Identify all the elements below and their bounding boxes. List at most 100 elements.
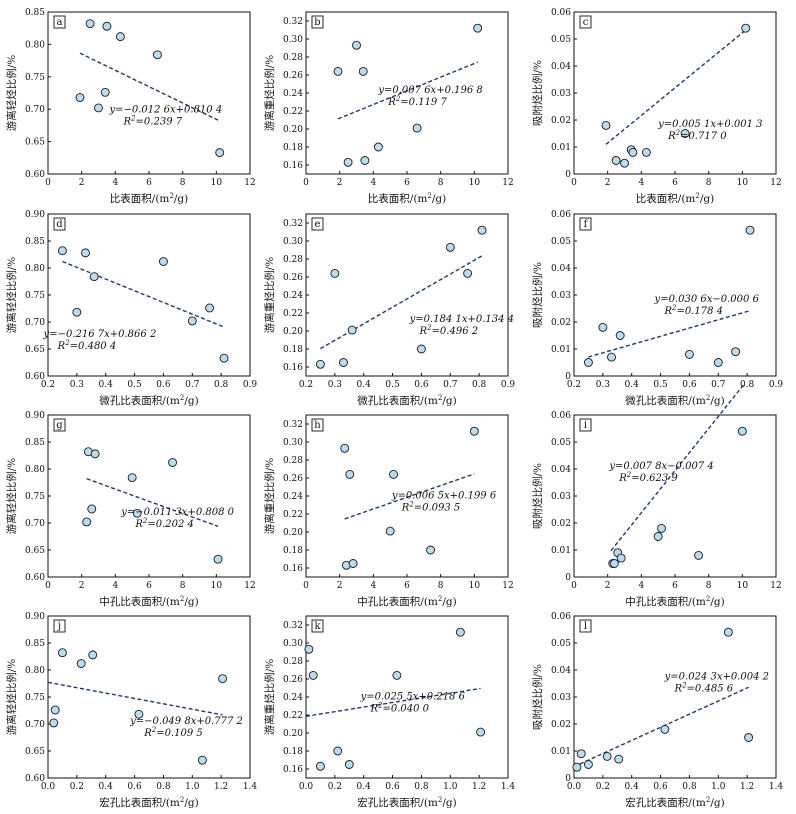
y-axis-label: 游离轻烃比例/%: [5, 55, 18, 132]
y-tick-label: 0.20: [283, 327, 303, 337]
r-squared: R2=0.040 0: [369, 702, 429, 715]
y-tick-label: 0.30: [283, 35, 303, 45]
y-tick-label: 0.65: [25, 345, 45, 355]
y-axis-label: 吸附烃比例/%: [531, 60, 544, 126]
y-tick-label: 0.22: [283, 309, 303, 319]
x-tick-label: 0.9: [501, 380, 516, 390]
y-tick-label: 0.28: [283, 53, 303, 63]
x-tick-label: 0.8: [740, 380, 755, 390]
y-tick-label: 0.60: [25, 573, 45, 583]
plot-frame: [305, 213, 509, 377]
data-point: [641, 147, 651, 157]
panel-letter: c: [583, 17, 589, 28]
data-point: [89, 272, 99, 282]
x-tick-label: 0.5: [127, 380, 142, 390]
chart-panel-a: 0 2 4 6 8 10 12 0.60 0.65 0.70 0.75 0.80 0.85 比表面积/(m…: [5, 8, 256, 205]
y-tick-label: 0.70: [25, 519, 45, 529]
x-tick-label: 0.5: [653, 380, 668, 390]
x-tick-label: 8: [180, 178, 186, 188]
y-axis-label: 游离轻烃比例/%: [5, 458, 18, 535]
x-tick-label: 0.6: [385, 782, 400, 792]
data-point: [87, 504, 97, 514]
x-tick-label: 0: [303, 178, 309, 188]
regression-equation: y=0.007 6x+0.196 8: [377, 85, 482, 96]
y-tick-label: 0.05: [551, 438, 571, 448]
y-tick-label: 0.16: [283, 564, 303, 574]
data-point: [340, 443, 350, 453]
x-tick-label: 0.8: [472, 380, 487, 390]
y-tick-label: 0.70: [25, 720, 45, 730]
y-tick-label: 0.03: [551, 89, 571, 99]
x-tick-label: 0: [571, 581, 577, 591]
x-tick-label: 0.4: [99, 782, 114, 792]
x-axis-label: 中孔比表面积/(m2/g): [625, 595, 724, 608]
data-point: [333, 746, 343, 756]
x-tick-label: 12: [244, 581, 255, 591]
data-point: [602, 751, 612, 761]
data-point: [476, 727, 486, 737]
data-point: [473, 23, 483, 33]
chart-panel-i: 0 2 4 6 8 10 12 0 0.01 0.02 0.03 0.04 0.05 0.06 中孔比表面积…: [531, 383, 782, 608]
x-axis-label: 微孔比表面积/(m2/g): [99, 394, 198, 407]
y-tick-label: 0.70: [25, 105, 45, 115]
data-point: [358, 66, 368, 76]
x-tick-label: 4: [370, 178, 376, 188]
trend-line: [320, 255, 483, 350]
panel-letter: f: [584, 219, 589, 230]
r-squared: R2=0.239 7: [123, 114, 183, 127]
trend-line: [610, 383, 745, 552]
y-tick-label: 0.18: [283, 747, 303, 757]
x-tick-label: 0.2: [41, 380, 55, 390]
x-tick-label: 8: [438, 581, 444, 591]
y-tick-label: 0.30: [283, 639, 303, 649]
y-tick-label: 0.20: [283, 125, 303, 135]
chart-panel-e: 0.2 0.3 0.4 0.5 0.6 0.7 0.8 0.9 0.16 0.18 0.20 0.22…: [263, 213, 516, 407]
trend-line: [305, 687, 481, 717]
x-tick-label: 0.3: [70, 380, 85, 390]
data-point: [445, 242, 455, 252]
r-squared: R2=0.109 5: [143, 726, 203, 739]
panel-letter-box: [579, 217, 592, 231]
y-tick-label: 0: [565, 372, 571, 382]
data-point: [132, 508, 142, 518]
data-point: [158, 257, 168, 266]
data-point: [345, 469, 355, 479]
data-point: [352, 40, 361, 50]
x-tick-label: 12: [502, 581, 513, 591]
x-tick-label: 0.4: [357, 782, 372, 792]
y-tick-label: 0.26: [283, 675, 303, 685]
r-squared: R2=0.717 0: [667, 129, 727, 142]
y-tick-label: 0: [565, 774, 571, 784]
data-point: [745, 225, 755, 235]
panel-letter: d: [56, 219, 63, 230]
y-tick-label: 0.80: [25, 264, 45, 274]
y-tick-label: 0.18: [283, 345, 303, 355]
x-axis-label: 中孔比表面积/(m2/g): [99, 595, 198, 608]
data-point: [576, 749, 586, 759]
plot-frame: [573, 11, 777, 175]
plot-frame: [573, 414, 777, 578]
x-axis-label: 比表面积/(m2/g): [368, 192, 446, 205]
y-tick-label: 0.01: [551, 546, 571, 556]
x-tick-label: 10: [737, 178, 749, 188]
data-point: [168, 458, 178, 467]
x-tick-label: 10: [737, 581, 749, 591]
panel-letter: h: [314, 420, 321, 431]
y-tick-label: 0.06: [551, 612, 571, 622]
x-tick-label: 6: [404, 178, 410, 188]
data-point: [694, 550, 704, 560]
x-tick-label: 0.8: [414, 782, 429, 792]
data-point: [76, 659, 86, 668]
y-tick-label: 0.28: [283, 456, 303, 466]
y-tick-label: 0.85: [25, 639, 45, 649]
y-tick-label: 0.20: [283, 729, 303, 739]
y-tick-label: 0.85: [25, 8, 45, 18]
panel-letter: e: [315, 219, 321, 230]
data-point: [680, 129, 690, 138]
x-tick-label: 0.2: [328, 782, 342, 792]
plot-frame: [47, 615, 251, 779]
y-tick-label: 0.16: [283, 765, 303, 775]
x-tick-label: 12: [244, 178, 255, 188]
regression-equation: y=0.006 5x+0.199 6: [391, 491, 497, 502]
y-axis-label: 吸附烃比例/%: [531, 262, 544, 328]
